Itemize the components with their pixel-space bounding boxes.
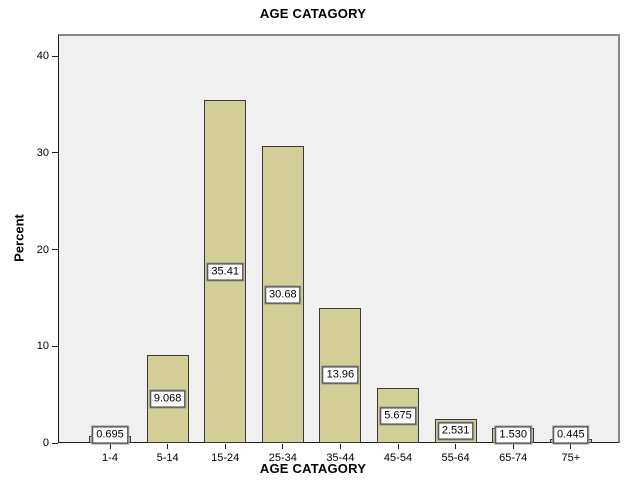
- bar-value-label: 2.531: [437, 422, 474, 440]
- x-tick-label: 15-24: [211, 452, 240, 464]
- y-tick-mark: [52, 345, 58, 347]
- x-tick-mark: [109, 444, 111, 449]
- y-tick-mark: [52, 442, 58, 444]
- y-tick-label: 0: [42, 437, 49, 449]
- x-tick-mark: [455, 444, 457, 449]
- x-tick-mark: [167, 444, 169, 449]
- x-tick-label: 25-34: [268, 452, 297, 464]
- y-tick-label: 10: [36, 340, 49, 353]
- y-tick-mark: [52, 55, 58, 57]
- x-tick-mark: [570, 444, 572, 449]
- x-tick-label: 75+: [561, 452, 581, 464]
- x-tick-label: 1-4: [102, 452, 118, 464]
- x-tick-label: 5-14: [156, 452, 179, 464]
- bar-value-label: 13.96: [322, 366, 359, 384]
- x-tick-label: 55-64: [441, 452, 470, 464]
- x-tick-label: 65-74: [499, 452, 528, 464]
- x-axis-title: AGE CATAGORY: [259, 461, 367, 476]
- x-tick-label: 45-54: [383, 452, 413, 464]
- bar-value-label: 9.068: [149, 390, 186, 408]
- y-tick-mark: [52, 152, 58, 154]
- x-tick-mark: [224, 444, 226, 449]
- x-tick-mark: [339, 444, 341, 449]
- bar-value-label: 1.530: [495, 426, 531, 444]
- bar-value-label: 0.445: [553, 426, 589, 444]
- x-tick-label: 35-44: [326, 452, 355, 464]
- y-tick-mark: [52, 249, 58, 250]
- y-tick-label: 20: [36, 243, 49, 256]
- bar-value-label: 0.695: [92, 426, 128, 444]
- x-tick-mark: [282, 444, 284, 449]
- x-tick-mark: [512, 444, 514, 449]
- y-tick-label: 30: [36, 146, 49, 159]
- y-tick-label: 40: [36, 50, 49, 62]
- bar-value-label: 5.675: [380, 407, 416, 425]
- chart-title: AGE CATAGORY: [259, 6, 367, 21]
- bar-value-label: 35.41: [207, 263, 243, 281]
- x-tick-mark: [397, 444, 399, 449]
- bar-value-label: 30.68: [265, 286, 301, 304]
